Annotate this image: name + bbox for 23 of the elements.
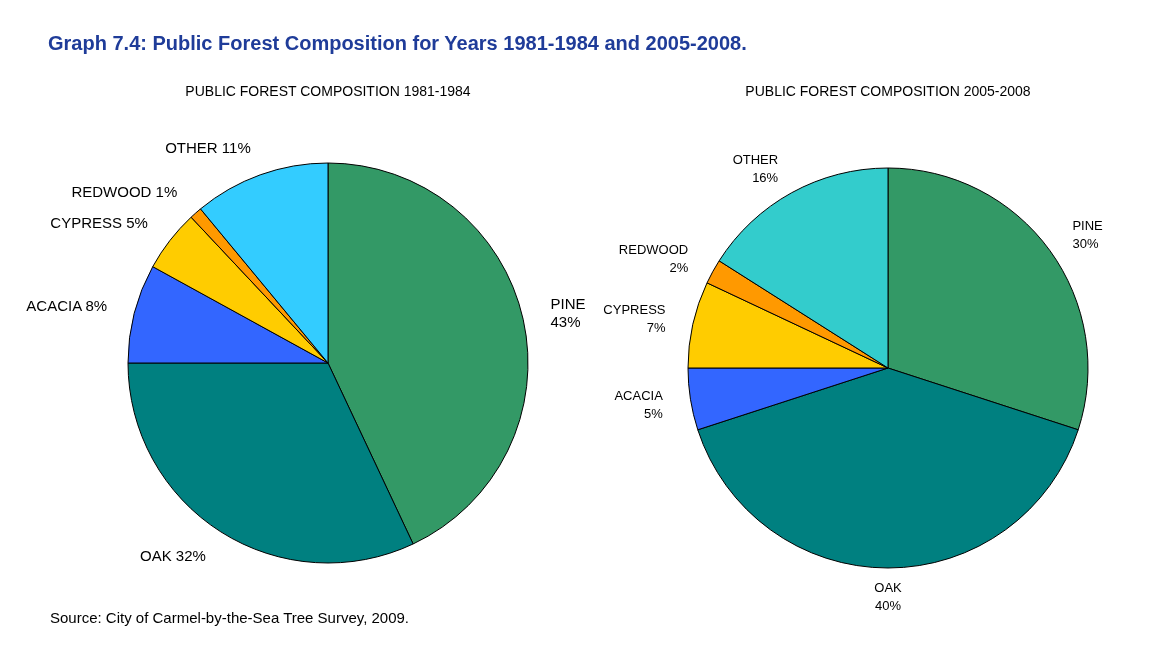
slice-label: PINE (1072, 217, 1104, 233)
slice-label: OTHER (732, 152, 779, 168)
slice-label: REDWOOD (618, 242, 689, 258)
data-label: 43% (550, 313, 581, 331)
chart-title: PUBLIC FOREST COMPOSITION 2005-2008 (745, 83, 1031, 99)
slice-label: OAK (874, 580, 903, 595)
caption: Graph 7.4: Public Forest Composition for Years 1981-1984 and 2005-2008. (48, 32, 747, 54)
data-label: 5% (644, 405, 664, 421)
slice-label: ACACIA 8% (26, 297, 108, 315)
slice-label: PINE (550, 295, 586, 313)
slice-label: OAK 32% (139, 546, 206, 564)
slice-label: OTHER 11% (165, 139, 251, 157)
data-label: 2% (669, 260, 689, 276)
data-label: 7% (646, 320, 666, 336)
chart-title: PUBLIC FOREST COMPOSITION 1981-1984 (185, 83, 471, 99)
data-label: 16% (752, 170, 779, 186)
data-label: 30% (1072, 235, 1099, 251)
source-note: Source: City of Carmel-by-the-Sea Tree Survey, 2009. (50, 609, 410, 626)
slice-label: CYPRESS (603, 302, 666, 318)
slice-label: REDWOOD 1% (71, 182, 178, 200)
slice-label: ACACIA (614, 387, 664, 403)
slice-label: CYPRESS 5% (50, 214, 148, 232)
data-label: 40% (874, 598, 902, 613)
